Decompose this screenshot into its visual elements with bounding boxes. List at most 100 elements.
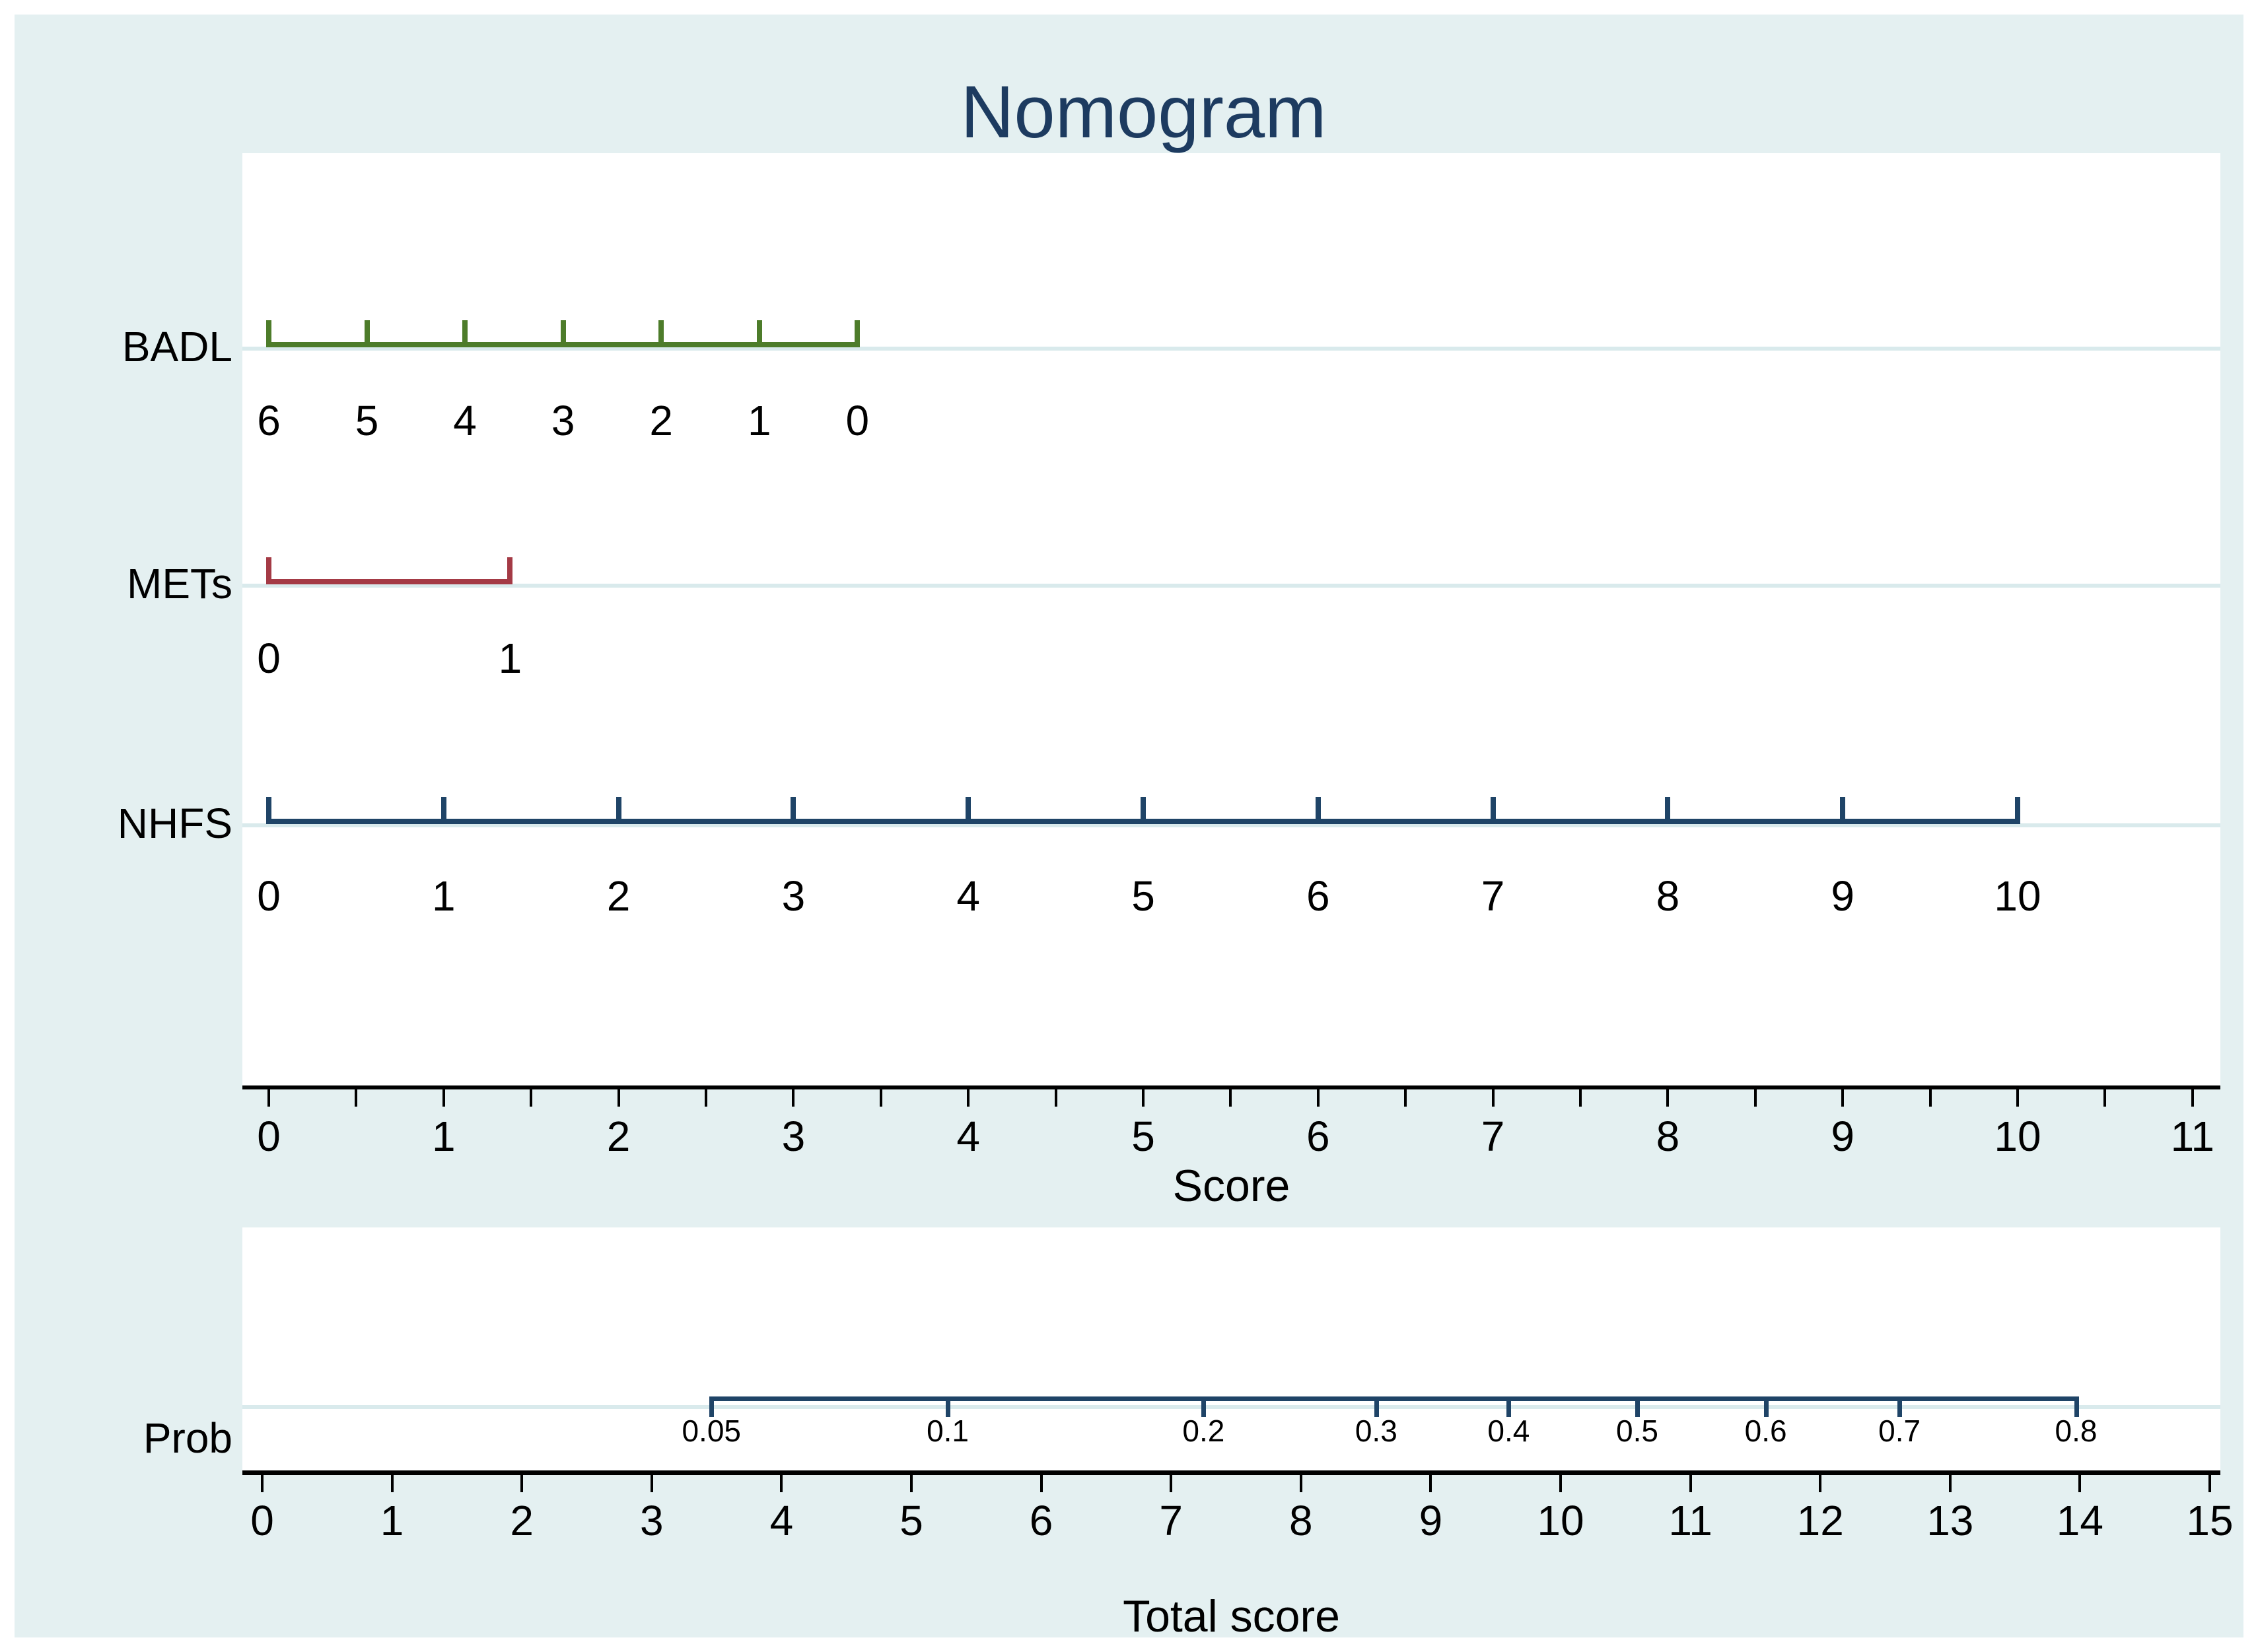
- total-score-tick: [1429, 1475, 1432, 1492]
- row-label-prob: Prob: [143, 1414, 232, 1462]
- prob-tick: [1506, 1396, 1512, 1417]
- row-label-nhfs: NHFS: [117, 800, 232, 847]
- total-score-tick-label: 12: [1796, 1497, 1844, 1544]
- total-score-tick: [1299, 1475, 1302, 1492]
- total-score-tick: [1948, 1475, 1952, 1492]
- prob-tick-label: 0.5: [1616, 1414, 1658, 1448]
- score-tick: [1491, 1089, 1495, 1107]
- row-label-badl: BADL: [122, 323, 232, 370]
- score-axis-line: [242, 1085, 2220, 1089]
- total-score-tick: [1689, 1475, 1692, 1492]
- nhfs-tick-label: 10: [1994, 872, 2041, 920]
- score-tick-label: 11: [2170, 1113, 2215, 1160]
- total-score-tick: [2078, 1475, 2082, 1492]
- total-score-tick-label: 11: [1668, 1497, 1712, 1544]
- badl-gridline: [242, 347, 2220, 351]
- score-tick-label: 8: [1656, 1113, 1680, 1160]
- total-score-tick-label: 4: [769, 1497, 794, 1544]
- score-tick-label: 2: [606, 1113, 631, 1160]
- probability-plot-area: [242, 1227, 2220, 1474]
- mets-tick-label: 1: [498, 635, 522, 682]
- nhfs-tick-label: 0: [257, 872, 281, 920]
- mets-gridline: [242, 584, 2220, 588]
- badl-tick-label: 3: [551, 397, 575, 444]
- score-tick: [1579, 1089, 1582, 1107]
- score-tick: [1666, 1089, 1670, 1107]
- total-score-tick: [520, 1475, 524, 1492]
- total-score-tick-label: 3: [640, 1497, 664, 1544]
- score-tick: [1753, 1089, 1757, 1107]
- badl-tick-label: 0: [845, 397, 870, 444]
- prob-tick-label: 0.3: [1355, 1414, 1397, 1448]
- total-score-tick: [1819, 1475, 1822, 1492]
- score-tick: [792, 1089, 795, 1107]
- total-score-tick: [1040, 1475, 1043, 1492]
- score-tick-label: 6: [1306, 1113, 1330, 1160]
- score-tick: [2191, 1089, 2194, 1107]
- badl-tick-label: 1: [747, 397, 771, 444]
- total-score-tick-label: 9: [1419, 1497, 1443, 1544]
- prob-tick-label: 0.6: [1744, 1414, 1787, 1448]
- total-score-tick-label: 6: [1029, 1497, 1053, 1544]
- score-tick: [1841, 1089, 1845, 1107]
- nhfs-tick-label: 9: [1831, 872, 1854, 920]
- total-score-tick: [261, 1475, 264, 1492]
- badl-tick: [462, 320, 468, 347]
- mets-tick-label: 0: [257, 635, 281, 682]
- mets-tick: [266, 557, 271, 584]
- total-score-tick: [390, 1475, 394, 1492]
- score-tick: [879, 1089, 882, 1107]
- nhfs-tick: [791, 797, 796, 824]
- score-tick-label: 7: [1481, 1113, 1505, 1160]
- score-tick: [1928, 1089, 1932, 1107]
- nhfs-tick-label: 5: [1131, 872, 1155, 920]
- nhfs-tick: [1141, 797, 1146, 824]
- total-score-tick: [2208, 1475, 2211, 1492]
- total-score-tick-label: 8: [1289, 1497, 1313, 1544]
- badl-tick: [658, 320, 664, 347]
- total-score-tick-label: 13: [1926, 1497, 1974, 1544]
- total-score-tick: [1559, 1475, 1562, 1492]
- nhfs-tick-label: 7: [1481, 872, 1505, 920]
- score-tick: [1142, 1089, 1145, 1107]
- total-score-tick-label: 14: [2056, 1497, 2103, 1544]
- nhfs-tick: [966, 797, 971, 824]
- badl-tick-label: 2: [649, 397, 673, 444]
- prob-tick: [1374, 1396, 1379, 1417]
- score-plot-area: [242, 153, 2220, 1087]
- total-score-tick-label: 5: [900, 1497, 923, 1544]
- nhfs-tick-label: 4: [956, 872, 980, 920]
- score-tick-label: 3: [781, 1113, 806, 1160]
- nhfs-tick-label: 1: [432, 872, 456, 920]
- score-tick: [355, 1089, 358, 1107]
- total-score-tick: [780, 1475, 783, 1492]
- prob-tick: [2074, 1396, 2079, 1417]
- prob-tick-label: 0.1: [927, 1414, 970, 1448]
- nhfs-tick: [1490, 797, 1496, 824]
- nhfs-tick: [1315, 797, 1321, 824]
- score-tick: [530, 1089, 533, 1107]
- total-score-tick-label: 2: [510, 1497, 534, 1544]
- score-tick: [442, 1089, 445, 1107]
- badl-tick: [266, 320, 271, 347]
- score-axis-title: Score: [1172, 1161, 1290, 1211]
- nhfs-tick: [266, 797, 271, 824]
- prob-tick-label: 0.2: [1182, 1414, 1225, 1448]
- prob-tick: [1635, 1396, 1640, 1417]
- total-score-tick-label: 1: [380, 1497, 404, 1544]
- score-tick-label: 4: [956, 1113, 980, 1160]
- chart-title: Nomogram: [960, 71, 1327, 153]
- nhfs-tick: [2015, 797, 2020, 824]
- figure-canvas: Nomogram 6 5 4 3 2 1 0 0 1 0 1 2 3 4 5 6 7 8 9 10 0 1 2 3 4 5 6 7 8 9…: [15, 15, 2243, 1639]
- badl-tick-label: 5: [355, 397, 379, 444]
- score-tick: [1229, 1089, 1232, 1107]
- total-score-tick-label: 0: [250, 1497, 274, 1544]
- score-tick: [705, 1089, 707, 1107]
- badl-tick: [756, 320, 762, 347]
- badl-tick-label: 6: [257, 397, 281, 444]
- prob-tick-label: 0.7: [1878, 1414, 1921, 1448]
- score-tick: [267, 1089, 270, 1107]
- score-tick-label: 1: [432, 1113, 456, 1160]
- prob-tick-label: 0.4: [1487, 1414, 1530, 1448]
